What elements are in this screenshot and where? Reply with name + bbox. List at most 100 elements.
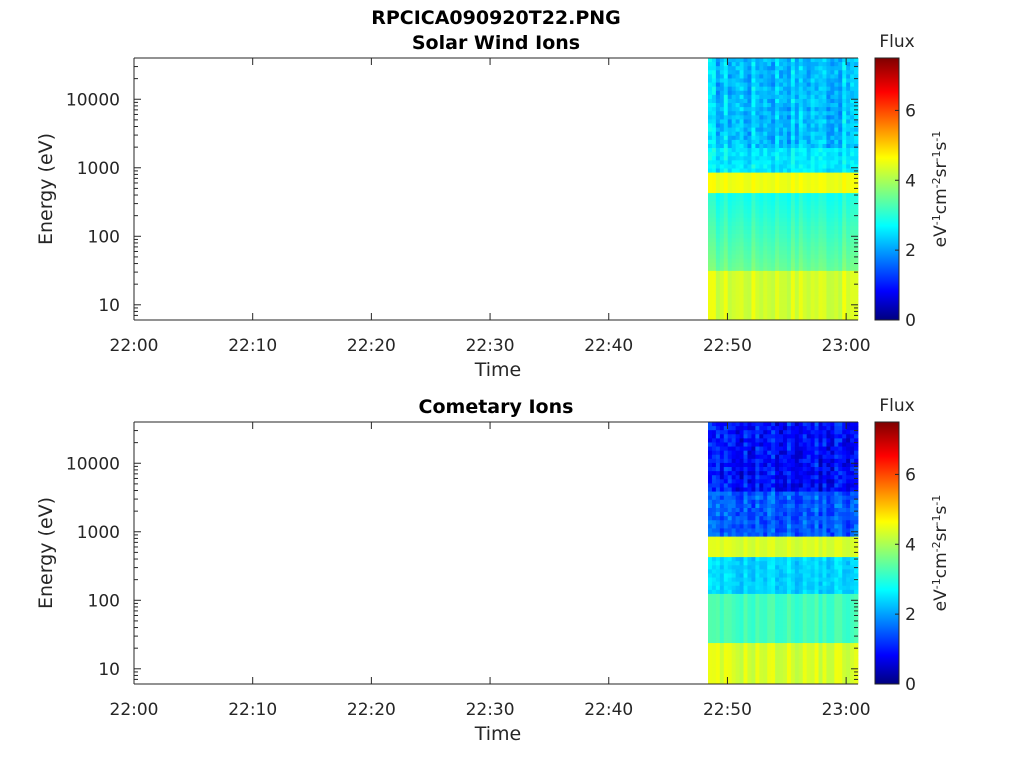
heatmap-cell [755, 164, 760, 169]
heatmap-cell [751, 209, 756, 214]
heatmap-cell [727, 225, 733, 231]
heatmap-cell [719, 111, 725, 116]
heatmap-cell [771, 507, 776, 513]
heatmap-cell [794, 315, 800, 321]
heatmap-cell [802, 426, 808, 431]
heatmap-cell [739, 103, 744, 108]
heatmap-cell [747, 438, 752, 443]
heatmap-cell [798, 536, 804, 542]
heatmap-cell [727, 172, 733, 178]
heatmap-cell [846, 499, 851, 505]
heatmap-cell [743, 540, 748, 546]
heatmap-cell [731, 66, 737, 71]
heatmap-cell [735, 651, 740, 656]
heatmap-cell [802, 193, 808, 198]
heatmap-cell [838, 643, 843, 648]
heatmap-cell [802, 634, 808, 640]
heatmap-cell [826, 544, 831, 550]
heatmap-cell [806, 234, 812, 239]
heatmap-cell [727, 254, 733, 259]
heatmap-cell [818, 442, 823, 447]
heatmap-cell [786, 516, 792, 521]
heatmap-cell [771, 111, 776, 116]
heatmap-cell [806, 107, 812, 112]
heatmap-cell [715, 143, 721, 149]
heatmap-cell [751, 189, 756, 194]
heatmap-cell [850, 618, 855, 623]
heatmap-cell [779, 520, 784, 525]
heatmap-cell [779, 475, 784, 480]
heatmap-cell [771, 626, 776, 632]
heatmap-cell [783, 659, 788, 664]
heatmap-cell [731, 299, 737, 305]
heatmap-cell [822, 434, 827, 439]
heatmap-cell [783, 499, 788, 505]
heatmap-cell [850, 283, 855, 288]
heatmap-cell [854, 98, 859, 104]
heatmap-cell [747, 127, 752, 133]
heatmap-cell [846, 638, 851, 644]
heatmap-cell [743, 209, 748, 214]
heatmap-cell [715, 430, 721, 435]
heatmap-cell [783, 647, 788, 652]
heatmap-cell [747, 536, 752, 542]
y-axis-label: Energy (eV) [35, 133, 57, 245]
heatmap-cell [763, 450, 768, 456]
heatmap-cell [814, 299, 819, 305]
heatmap-cell [794, 180, 800, 186]
heatmap-cell [743, 450, 748, 456]
heatmap-cell [854, 131, 859, 137]
heatmap-cell [806, 131, 812, 137]
heatmap-cell [708, 168, 713, 174]
heatmap-cell [731, 606, 737, 611]
heatmap-cell [842, 111, 847, 116]
heatmap-cell [759, 103, 764, 108]
heatmap-cell [763, 299, 768, 305]
heatmap-cell [771, 475, 776, 480]
heatmap-cell [814, 115, 819, 120]
heatmap-cell [810, 467, 815, 472]
heatmap-cell [755, 283, 760, 288]
heatmap-cell [767, 98, 772, 104]
heatmap-cell [719, 561, 725, 566]
heatmap-cell [822, 315, 827, 321]
heatmap-cell [786, 663, 792, 669]
heatmap-cell [759, 622, 764, 628]
heatmap-cell [715, 156, 721, 161]
heatmap-cell [779, 176, 784, 182]
heatmap-cell [818, 164, 823, 169]
heatmap-cell [775, 176, 780, 182]
heatmap-cell [838, 70, 843, 75]
heatmap-cell [798, 299, 804, 305]
heatmap-cell [743, 205, 748, 210]
heatmap-cell [806, 270, 812, 276]
heatmap-cell [806, 450, 812, 456]
heatmap-cell [763, 532, 768, 538]
heatmap-cell [854, 103, 859, 108]
heatmap-cell [747, 274, 752, 280]
heatmap-cell [846, 242, 851, 247]
heatmap-cell [842, 307, 847, 313]
heatmap-cell [826, 430, 831, 435]
heatmap-cell [743, 164, 748, 169]
heatmap-cell [783, 148, 788, 153]
heatmap-cell [850, 606, 855, 611]
heatmap-cell [779, 467, 784, 472]
heatmap-cell [806, 467, 812, 472]
heatmap-cell [854, 491, 859, 497]
heatmap-cell [830, 168, 835, 174]
heatmap-cell [747, 667, 752, 673]
heatmap-cell [735, 86, 740, 92]
heatmap-cell [802, 242, 808, 247]
heatmap-cell [723, 553, 729, 558]
heatmap-cell [838, 467, 843, 472]
heatmap-cell [810, 610, 815, 615]
heatmap-cell [810, 201, 815, 206]
heatmap-cell [719, 598, 725, 603]
heatmap-cell [775, 475, 780, 480]
heatmap-cell [763, 156, 768, 161]
heatmap-cell [794, 458, 800, 464]
heatmap-cell [751, 287, 756, 292]
heatmap-cell [798, 487, 804, 492]
heatmap-cell [818, 503, 823, 509]
